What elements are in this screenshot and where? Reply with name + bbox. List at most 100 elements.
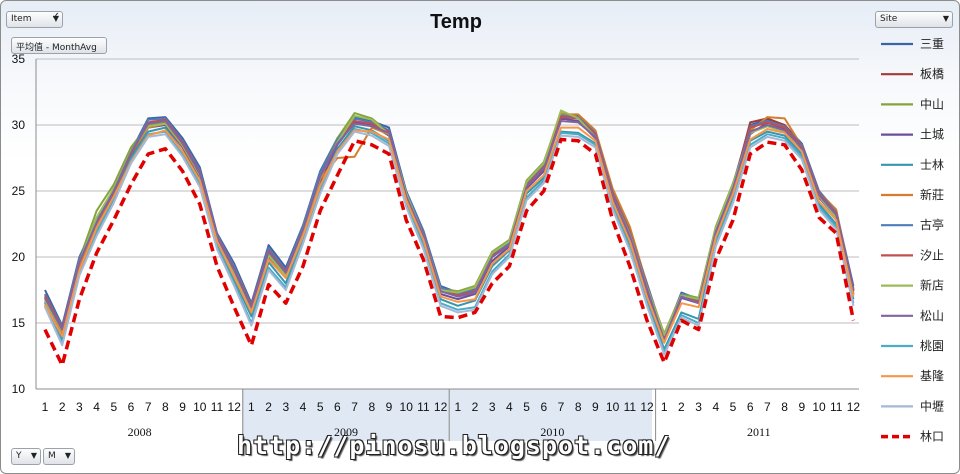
x-tick-label: 7 [558,400,565,414]
legend-label: 新店 [920,278,944,293]
x-tick-label: 3 [489,400,496,414]
chevron-down-icon: ▼ [64,451,71,460]
series-lines [43,109,856,367]
x-tick-label: 12 [228,400,242,414]
x-tick-label: 11 [211,400,224,414]
x-tick-label: 2 [59,400,66,414]
x-tick-label: 5 [523,400,530,414]
x-tick-label: 12 [847,400,861,414]
legend-label: 古亭 [920,217,944,232]
x-tick-label: 6 [128,400,135,414]
x-tick-label: 7 [351,400,358,414]
y-tick-label: 35 [12,52,26,66]
legend-label: 土城 [920,128,944,142]
y-tick-label: 30 [12,118,26,132]
gridlines [36,58,859,324]
series-line [44,120,855,342]
legend-label: 基隆 [920,368,944,383]
year-label: 2010 [540,425,564,439]
x-tick-label: 12 [640,400,654,414]
x-tick-label: 5 [730,400,737,414]
x-tick-label: 12 [434,400,448,414]
legend-label: 士林 [920,158,944,172]
x-tick-label: 5 [110,400,117,414]
x-tick-label: 4 [506,400,513,414]
x-tick-label: 3 [695,400,702,414]
legend-label: 三重 [920,37,944,51]
x-tick-label: 7 [145,400,152,414]
y-tick-label: 20 [12,250,26,264]
x-tick-label: 7 [764,400,771,414]
legend-label: 新莊 [920,187,944,202]
x-tick-label: 10 [193,400,207,414]
x-tick-label: 9 [386,400,393,414]
measure-field-label: 平均值 - MonthAvg [16,43,97,53]
year-labels: 2008 2009 2010 2011 [128,389,771,441]
y-tick-label: 10 [12,382,26,396]
chevron-down-icon: ▼ [52,14,59,23]
x-tick-label: 6 [747,400,754,414]
month-field-button[interactable]: M ▼ [43,448,75,465]
x-tick-label: 11 [417,400,430,414]
x-tick-label: 6 [540,400,547,414]
legend-label: 桃園 [920,338,944,353]
x-tick-label: 8 [162,400,169,414]
x-tick-label: 5 [317,400,324,414]
x-tick-label: 1 [454,400,461,414]
x-tick-label: 8 [575,400,582,414]
series-line [44,130,855,356]
year-label: 2008 [128,425,152,439]
blog-url-watermark: http://pinosu.blogspot.com/ [237,431,671,460]
year-label: 2011 [747,425,771,439]
legend-label: 中山 [920,96,944,111]
y-tick-labels: 10 15 20 25 30 35 [12,52,26,396]
x-tick-label: 11 [830,400,843,414]
x-tick-label: 8 [781,400,788,414]
chevron-down-icon: ▼ [942,14,949,23]
x-tick-label: 1 [42,400,49,414]
item-filter-label: Item [11,14,32,24]
x-tick-label: 4 [300,400,307,414]
x-tick-label: 2 [472,400,479,414]
year-field-button[interactable]: Y ▼ [11,448,41,465]
filter-check-icon: ✓ [51,11,60,22]
year-label: 2009 [334,425,358,439]
x-tick-label: 9 [179,400,186,414]
series-line [44,126,855,344]
legend-label: 中壢 [920,398,944,413]
x-tick-label: 3 [76,400,83,414]
x-tick-label: 10 [812,400,826,414]
x-tick-label: 1 [661,400,668,414]
site-filter-label: Site [880,14,898,24]
item-filter-button[interactable]: Item ▼ ✓ [6,11,63,28]
x-tick-label: 2 [678,400,685,414]
x-axis-band [242,389,652,441]
chart-title: Temp [430,11,482,33]
series-line [43,137,856,367]
x-tick-label: 2 [265,400,272,414]
x-tick-label: 9 [592,400,599,414]
x-tick-label: 1 [248,400,255,414]
year-field-label: Y [16,451,22,461]
x-tick-label: 3 [282,400,289,414]
x-tick-label: 6 [334,400,341,414]
y-tick-label: 25 [12,184,26,198]
month-field-label: M [48,451,56,461]
x-tick-label: 9 [798,400,805,414]
y-tick-label: 15 [12,316,26,330]
x-tick-label: 4 [93,400,100,414]
x-tick-label: 10 [400,400,414,414]
site-filter-button[interactable]: Site ▼ [875,11,953,28]
chevron-down-icon: ▼ [30,451,37,460]
x-tick-labels: 1 2 3 4 5 6 7 8 9 10 11 12 1 2 3 4 5 6 7 8 9 10 11 12 1 2 3 4 5 6 7 8 9 1… [42,400,861,414]
x-tick-label: 11 [624,400,637,414]
legend-label: 林口 [920,430,944,444]
x-tick-label: 4 [712,400,719,414]
x-tick-label: 8 [368,400,375,414]
x-tick-label: 10 [606,400,620,414]
measure-field-button[interactable]: 平均值 - MonthAvg [11,37,107,54]
legend-label: 汐止 [920,247,944,262]
